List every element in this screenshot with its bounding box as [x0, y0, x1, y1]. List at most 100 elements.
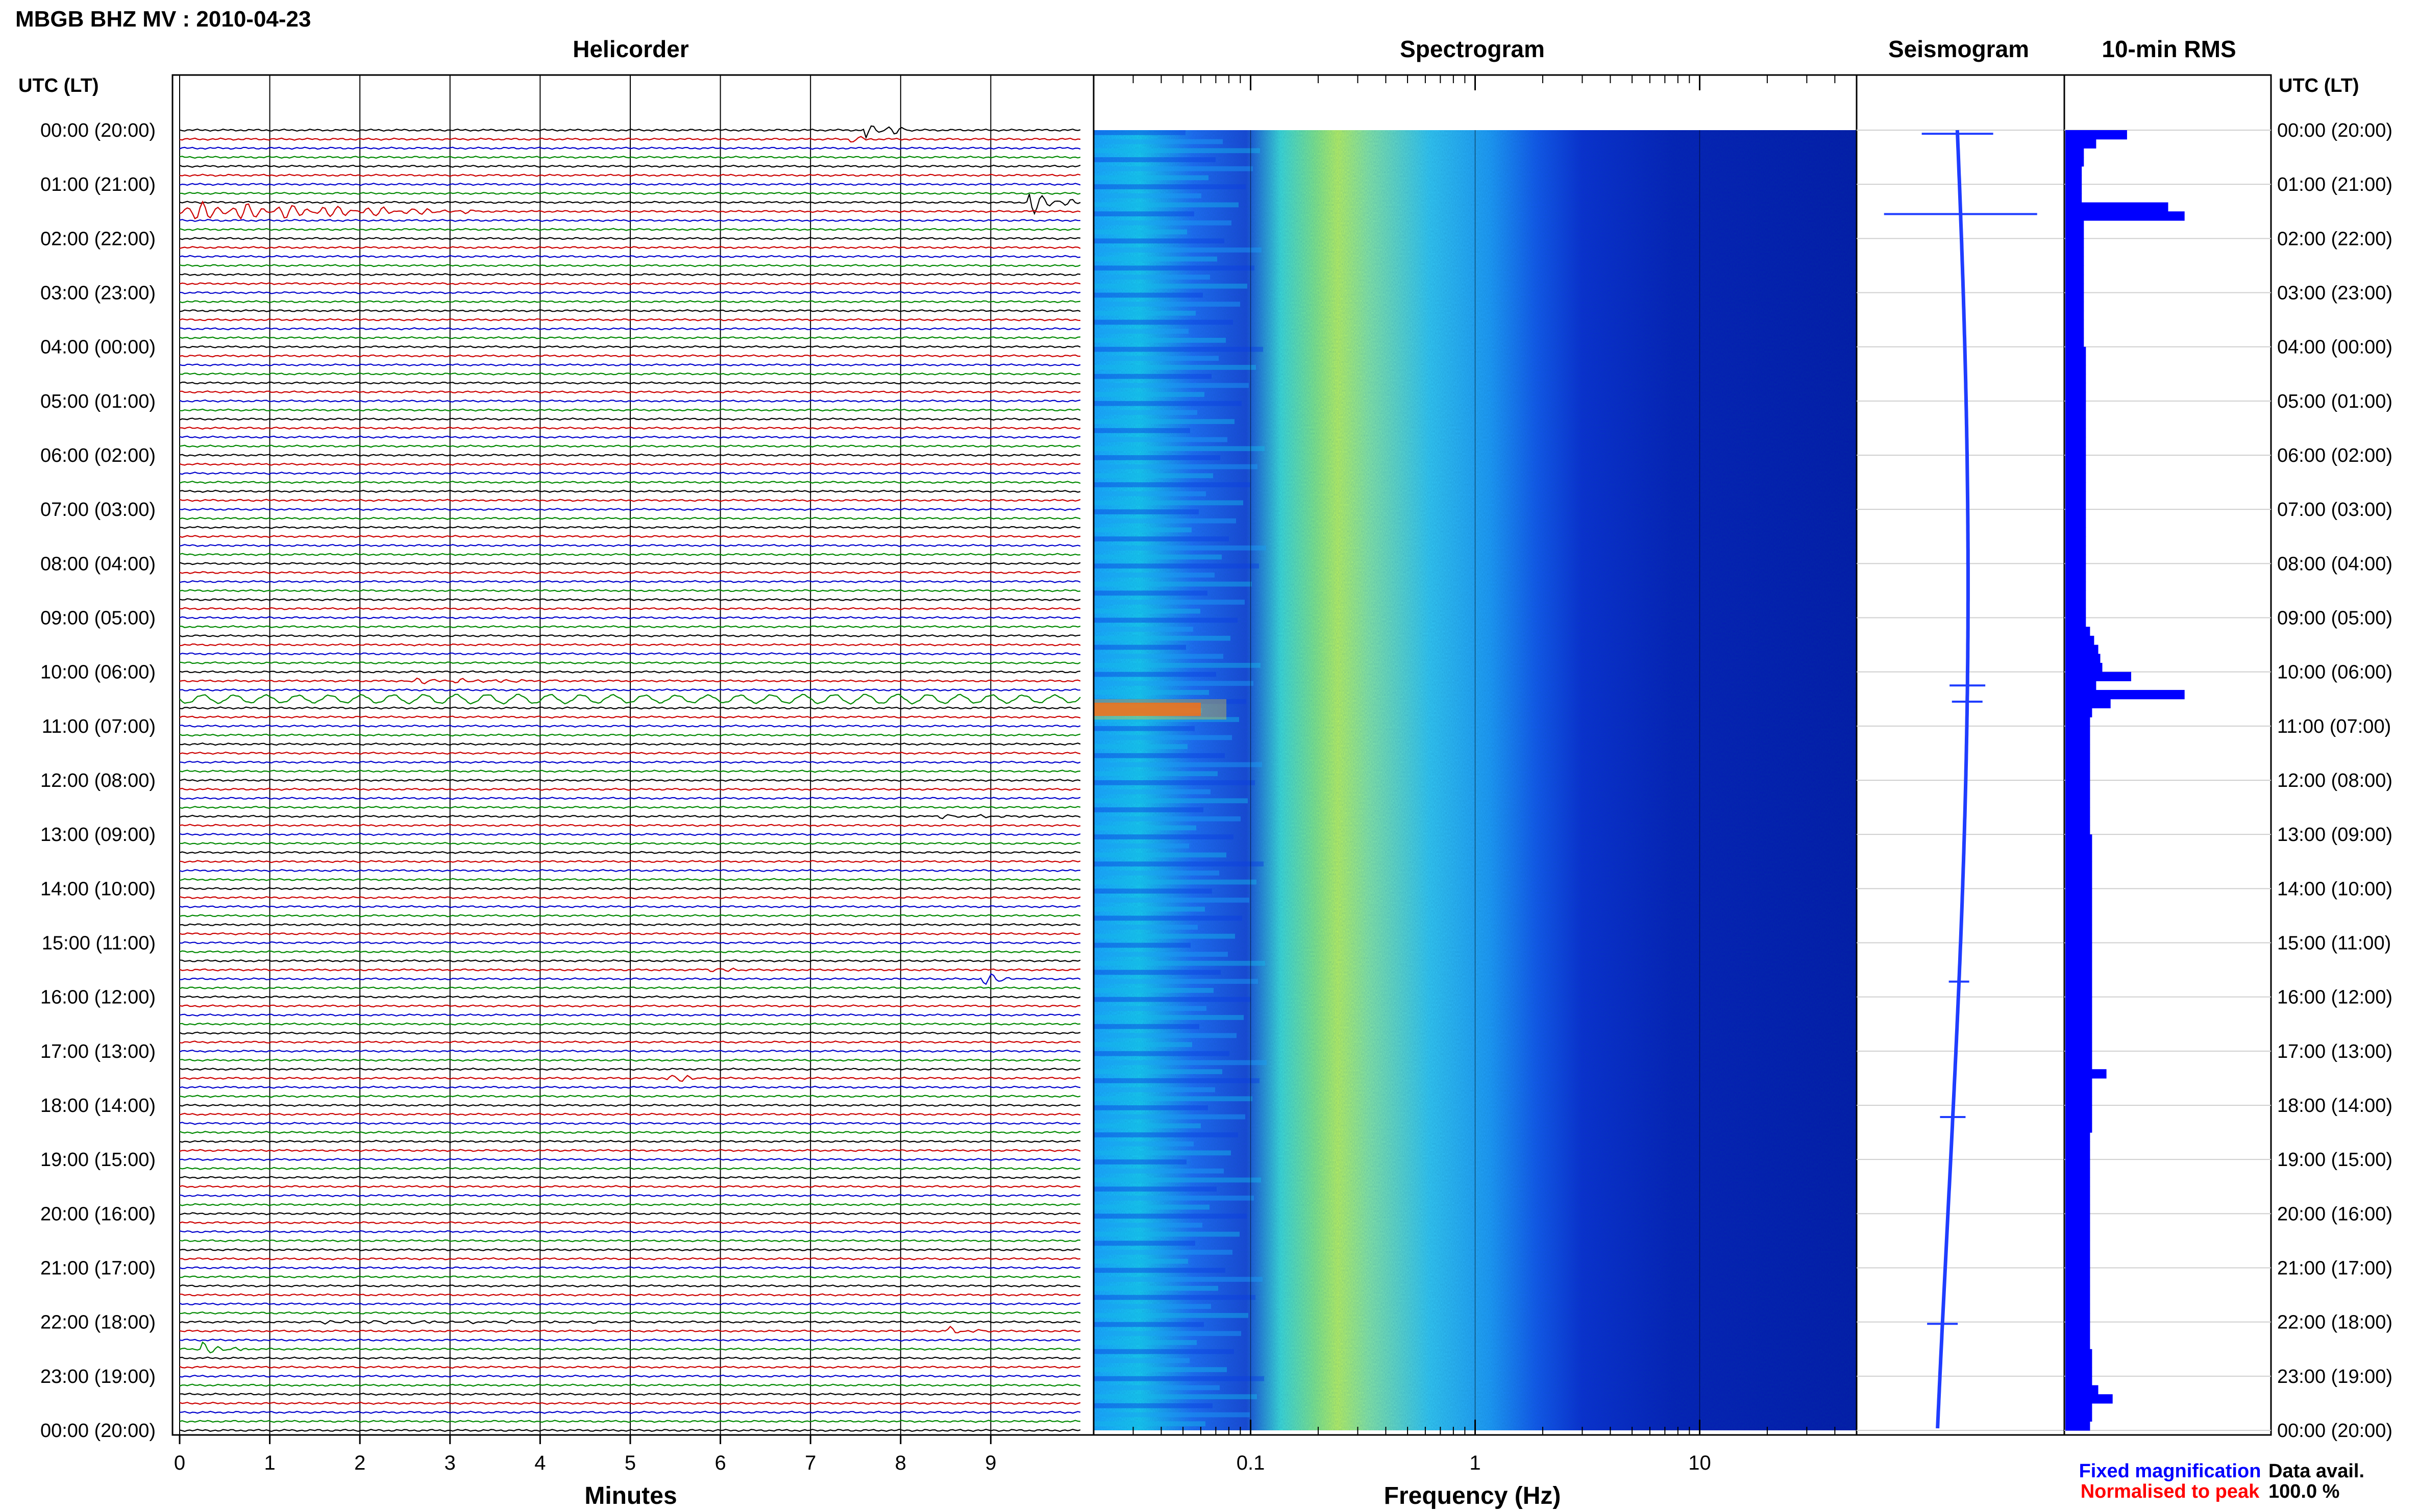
spectrogram-row-streak: [1094, 789, 1211, 795]
spectrogram-panel-title: Spectrogram: [1400, 36, 1545, 62]
helicorder-trace-row: [179, 571, 1081, 575]
rms-bar: [2065, 1376, 2092, 1386]
helicorder-panel: 0 1 2 3 4 5 6 7 8 9: [171, 74, 1095, 1474]
spectrogram-row-streak: [1094, 545, 1266, 551]
rms-bar: [2065, 1403, 2092, 1413]
time-labels-left: 00:00 (20:00) 01:00 (21:00) 02:00 (22:00) 0…: [40, 120, 156, 1442]
helicorder-trace-row: [179, 399, 1081, 403]
spectrogram-row-streak: [1094, 825, 1196, 831]
rms-bar: [2065, 1231, 2090, 1242]
rms-bar: [2065, 1213, 2090, 1223]
rms-bar: [2065, 843, 2092, 853]
spectrogram-row-streak: [1094, 166, 1253, 171]
spectrogram-row-streak: [1094, 1295, 1255, 1300]
time-label-right: 08:00 (04:00): [2277, 553, 2392, 575]
rms-bar: [2065, 870, 2092, 880]
helicorder-trace-row: [179, 1013, 1081, 1017]
spectrogram-row-streak: [1094, 401, 1242, 406]
rms-bar: [2065, 410, 2086, 419]
spectrogram-row-streak: [1094, 148, 1260, 154]
rms-bar: [2065, 952, 2092, 961]
helicorder-trace-row: [179, 193, 1081, 215]
spectrogram-row-streak: [1094, 979, 1258, 984]
spectrogram-row-streak: [1094, 302, 1240, 307]
helicorder-trace-row: [179, 1338, 1080, 1342]
helicorder-trace-row: [179, 1293, 1081, 1297]
rms-bar: [2065, 960, 2092, 971]
helicorder-trace-row: [179, 480, 1081, 484]
helicorder-trace-row: [179, 598, 1081, 602]
spectrogram-row-streak: [1094, 717, 1239, 722]
helicorder-panel-title: Helicorder: [573, 36, 689, 62]
helicorder-trace-row: [179, 941, 1081, 945]
time-label-right: 18:00 (14:00): [2277, 1095, 2392, 1117]
helicorder-trace-row: [179, 381, 1081, 385]
rms-bar: [2065, 1195, 2090, 1205]
helicorder-trace-row: [179, 390, 1081, 394]
spectrogram-event-halo: [1094, 699, 1226, 720]
time-label-right: 00:00 (20:00): [2277, 1420, 2392, 1442]
rms-bar: [2065, 346, 2086, 356]
rms-bar: [2065, 1241, 2090, 1250]
rms-bar: [2065, 482, 2086, 492]
time-label-left: 03:00 (23:00): [40, 283, 156, 304]
rms-bar: [2065, 807, 2090, 817]
spectrogram-row-streak: [1094, 600, 1245, 605]
spectrogram-row-streak: [1094, 1033, 1237, 1038]
helicorder-trace-row: [179, 634, 1081, 638]
rms-bar: [2065, 1312, 2090, 1323]
spectrogram-row-streak: [1094, 374, 1212, 379]
spectrogram-row-streak: [1094, 419, 1235, 424]
time-label-right: 16:00 (12:00): [2277, 987, 2392, 1008]
helicorder-trace-row: [179, 1185, 1081, 1188]
rms-bar: [2065, 1015, 2092, 1025]
helicorder-trace-row: [179, 1356, 1081, 1360]
rms-bar: [2065, 509, 2086, 519]
spectrogram-row-streak: [1094, 672, 1216, 677]
time-label-right: 10:00 (06:00): [2277, 662, 2392, 683]
spectrogram-row-streak: [1094, 762, 1262, 767]
time-label-right: 01:00 (21:00): [2277, 174, 2392, 195]
helicorder-trace-row: [179, 1122, 1081, 1125]
helicorder-trace-row: [179, 670, 1081, 674]
rms-bar: [2065, 1367, 2092, 1377]
helicorder-trace-row: [179, 778, 1081, 782]
spectrogram-row-streak: [1094, 1141, 1194, 1147]
rms-bar: [2065, 753, 2090, 763]
helicorder-trace-row: [179, 1230, 1081, 1233]
helicorder-trace-row: [179, 155, 1081, 159]
helicorder-trace-row: [179, 841, 1081, 845]
data-availability-value: 100.0 %: [2268, 1481, 2339, 1502]
helicorder-trace-row: [179, 851, 1081, 854]
time-label-right: 19:00 (15:00): [2277, 1149, 2392, 1171]
helicorder-trace-row: [179, 300, 1081, 304]
helicorder-trace-row: [179, 860, 1081, 863]
station-title: MBGB BHZ MV : 2010-04-23: [15, 7, 311, 32]
spectrogram-row-streak: [1094, 1223, 1202, 1228]
time-label-left: 00:00 (20:00): [40, 120, 156, 141]
minute-tick-label: 0: [174, 1452, 185, 1474]
time-label-left: 21:00 (17:00): [40, 1258, 156, 1279]
helicorder-trace-row: [179, 1004, 1081, 1008]
rms-bar: [2065, 1006, 2092, 1015]
spectrogram-row-streak: [1094, 1114, 1245, 1120]
spectrogram-row-streak: [1094, 1403, 1213, 1408]
rms-bar: [2065, 491, 2086, 501]
spectrogram-row-streak: [1094, 193, 1201, 199]
rms-bar: [2065, 1223, 2090, 1232]
helicorder-trace-row: [179, 508, 1081, 511]
spectrogram-row-streak: [1094, 356, 1219, 361]
legend-normalised-to-peak: Normalised to peak: [2081, 1481, 2260, 1502]
time-label-right: 03:00 (23:00): [2277, 283, 2392, 304]
time-label-right: 20:00 (16:00): [2277, 1203, 2392, 1225]
helicorder-trace-row: [179, 1341, 1081, 1354]
time-label-right: 04:00 (00:00): [2277, 337, 2392, 358]
rms-bar: [2065, 365, 2086, 375]
time-label-left: 13:00 (09:00): [40, 824, 156, 846]
rms-bar: [2065, 193, 2082, 203]
helicorder-trace-row: [179, 1248, 1081, 1252]
helicorder-trace-row: [179, 724, 1081, 728]
time-label-right: 02:00 (22:00): [2277, 228, 2392, 250]
rms-bars: [2065, 130, 2185, 1431]
spectrogram-row-streak: [1094, 1060, 1267, 1065]
